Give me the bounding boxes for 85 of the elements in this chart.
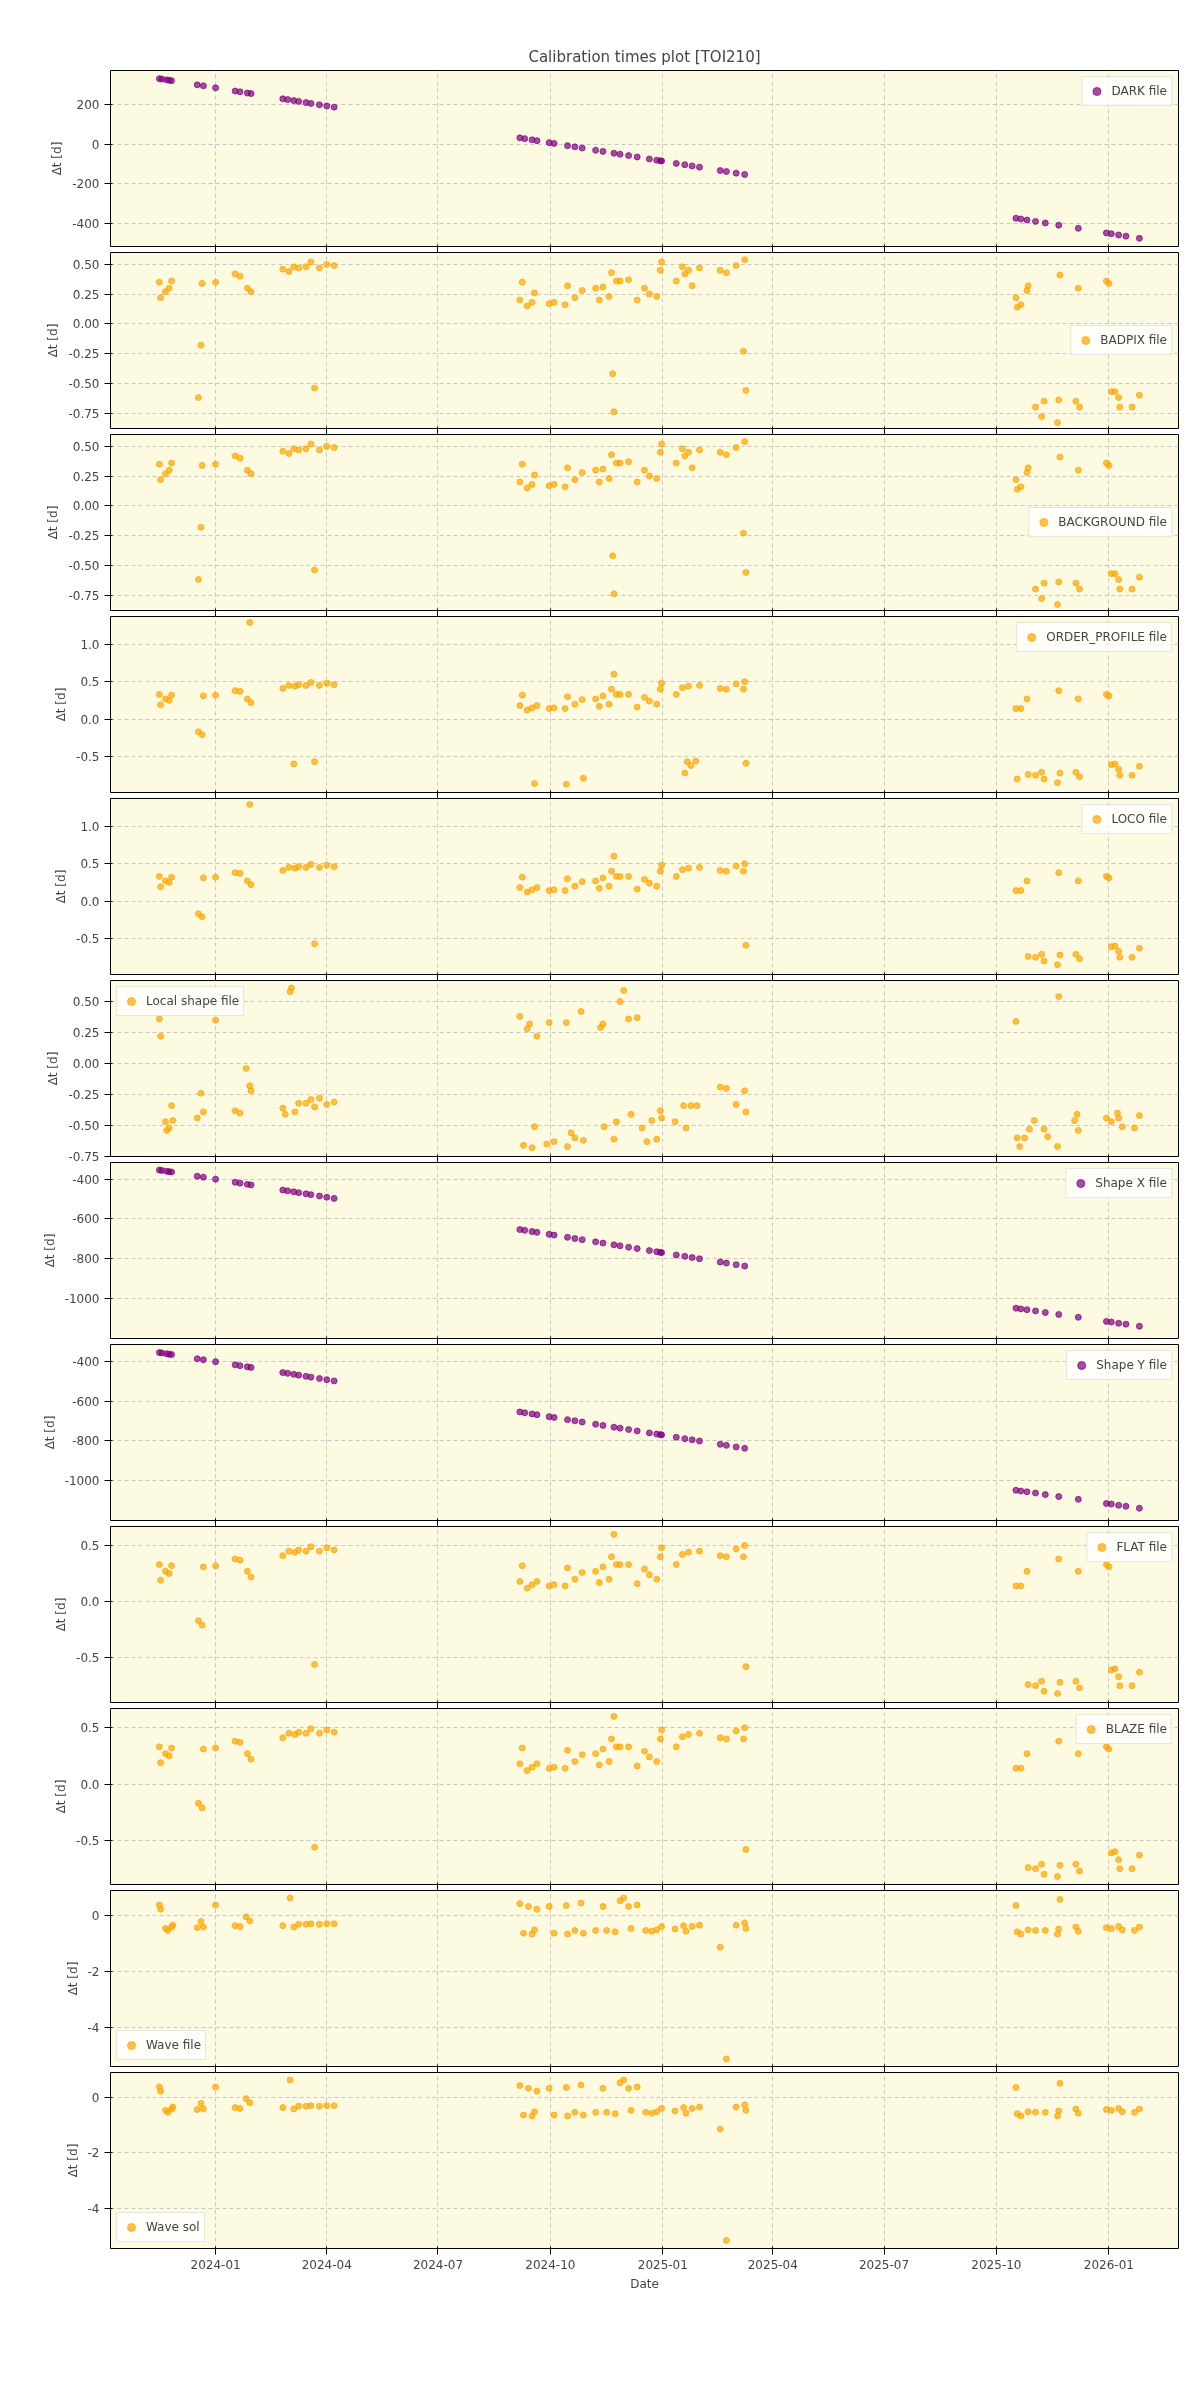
- y-tick-label: -4: [87, 2202, 100, 2217]
- x-tick-label: 2024-04: [301, 2257, 352, 2272]
- y-tick-label: -0.5: [76, 932, 100, 947]
- y-tick-label: 0.5: [80, 1721, 100, 1736]
- legend-label: BADPIX file: [1100, 333, 1167, 347]
- y-tick-label: -600: [72, 1394, 100, 1409]
- x-tick-label: 2024-10: [525, 2257, 576, 2272]
- y-tick-label: -2: [87, 2146, 100, 2161]
- legend-label: FLAT file: [1116, 1540, 1167, 1554]
- x-tick-label: 2025-01: [637, 2257, 688, 2272]
- y-tick-label: 1.0: [80, 819, 100, 834]
- x-tick-label: 2025-04: [747, 2257, 798, 2272]
- y-axis-title: Δt [d]: [65, 2143, 80, 2178]
- y-tick-label: 0.00: [72, 317, 100, 332]
- y-tick-label: 200: [76, 97, 100, 112]
- y-axis-title: Δt [d]: [54, 687, 69, 722]
- y-tick-label: -0.75: [68, 1150, 100, 1164]
- y-tick-label: 0.25: [72, 287, 100, 302]
- legend-label: BLAZE file: [1105, 1722, 1167, 1736]
- y-tick-label: 0.0: [80, 1777, 100, 1792]
- y-tick-label: 0.50: [72, 257, 100, 272]
- y-tick-label: -2: [87, 1964, 100, 1979]
- x-tick-label: 2025-07: [858, 2257, 910, 2272]
- y-tick-label: -800: [72, 1252, 100, 1267]
- y-tick-label: -0.25: [68, 347, 100, 362]
- y-tick-label: -0.50: [68, 376, 100, 391]
- y-tick-label: 0.25: [72, 469, 100, 484]
- legend-label: Shape X file: [1095, 1176, 1167, 1190]
- y-tick-label: -200: [72, 177, 100, 192]
- y-axis-title: Δt [d]: [54, 869, 69, 904]
- chart-title: Calibration times plot [TOI210]: [528, 47, 761, 66]
- legend-label: ORDER_PROFILE file: [1046, 630, 1167, 644]
- y-axis-title: Δt [d]: [46, 505, 61, 540]
- y-tick-label: -0.25: [68, 1088, 100, 1103]
- y-tick-label: 0.00: [72, 499, 100, 514]
- legend-label: LOCO file: [1111, 812, 1167, 826]
- y-tick-label: -1000: [64, 1291, 100, 1306]
- legend-label: Shape Y file: [1096, 1358, 1167, 1372]
- y-tick-label: 0: [91, 137, 100, 152]
- y-axis-title: Δt [d]: [46, 1051, 61, 1086]
- y-tick-label: -0.5: [76, 1651, 100, 1666]
- y-tick-label: 0: [91, 2090, 100, 2105]
- y-tick-label: 0.25: [72, 1026, 100, 1041]
- y-axis-title: Δt [d]: [46, 323, 61, 358]
- y-tick-label: -0.5: [76, 1834, 100, 1848]
- legend-label: Local shape file: [146, 994, 240, 1008]
- y-tick-label: -4: [87, 2020, 100, 2035]
- y-axis-title: Δt [d]: [50, 141, 65, 176]
- y-axis-title: Δt [d]: [42, 1415, 57, 1450]
- y-tick-label: -400: [72, 1172, 100, 1187]
- y-tick-label: 0: [91, 1908, 100, 1923]
- y-tick-label: 0.50: [72, 995, 100, 1010]
- y-axis-title: Δt [d]: [54, 1779, 69, 1814]
- y-tick-label: 0.5: [80, 1539, 100, 1554]
- y-tick-label: 0.0: [80, 894, 100, 909]
- y-tick-label: -0.50: [68, 1119, 100, 1134]
- y-tick-label: 0.00: [72, 1057, 100, 1072]
- y-tick-label: -0.25: [68, 529, 100, 544]
- y-tick-label: -400: [72, 1355, 100, 1370]
- x-tick-label: 2024-01: [190, 2257, 241, 2272]
- x-axis-title: Date: [630, 2276, 659, 2291]
- y-tick-label: -400: [72, 217, 100, 232]
- y-tick-label: 0.0: [80, 712, 100, 727]
- y-axis-title: Δt [d]: [54, 1597, 69, 1632]
- y-axis-title: Δt [d]: [42, 1233, 57, 1268]
- legend-label: Wave file: [146, 2038, 202, 2052]
- y-tick-label: 0.5: [80, 675, 100, 690]
- y-tick-label: -0.5: [76, 750, 100, 765]
- x-tick-label: 2025-10: [971, 2257, 1022, 2272]
- y-axis-title: Δt [d]: [65, 1961, 80, 1996]
- y-tick-label: -0.50: [68, 558, 100, 573]
- y-tick-label: -800: [72, 1434, 100, 1449]
- legend-label: Wave sol: [146, 2220, 200, 2234]
- y-tick-label: 1.0: [80, 637, 100, 652]
- y-tick-label: -600: [72, 1212, 100, 1227]
- legend-label: DARK file: [1111, 84, 1167, 98]
- y-tick-label: 0.5: [80, 857, 100, 872]
- y-tick-label: -0.75: [68, 588, 100, 603]
- y-tick-label: 0.50: [72, 439, 100, 454]
- y-tick-label: 0.0: [80, 1595, 100, 1610]
- y-tick-label: -0.75: [68, 406, 100, 421]
- legend-label: BACKGROUND file: [1058, 515, 1167, 529]
- y-tick-label: -1000: [64, 1473, 100, 1488]
- x-tick-label: 2026-01: [1083, 2257, 1134, 2272]
- x-tick-label: 2024-07: [412, 2257, 464, 2272]
